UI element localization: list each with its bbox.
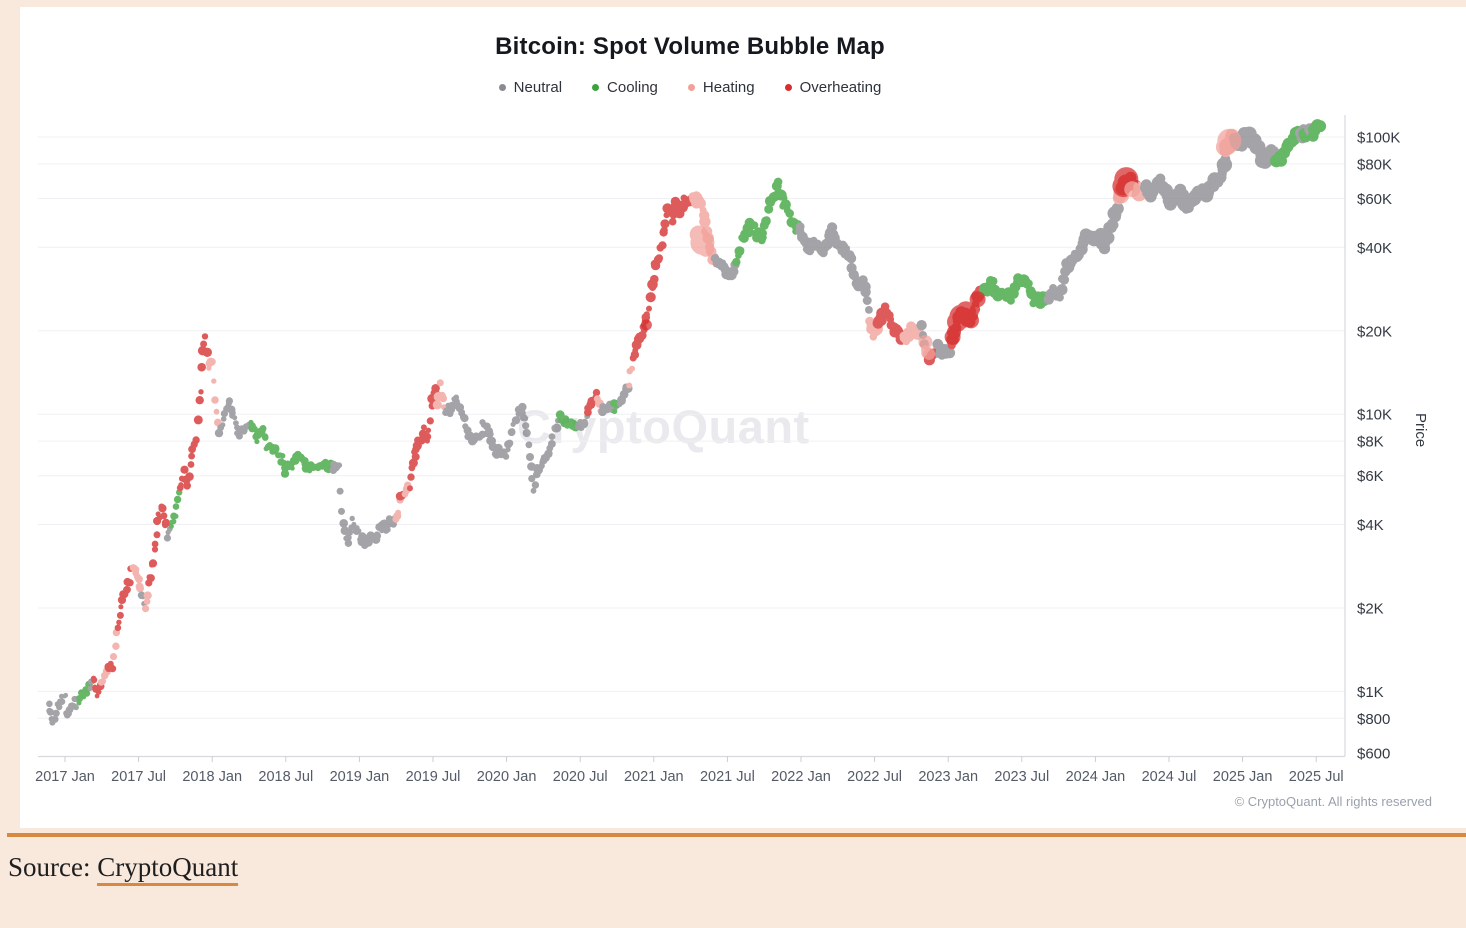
- overheating-dot-icon: [784, 84, 792, 91]
- source-prefix: Source:: [8, 852, 98, 882]
- chart-title: Bitcoin: Spot Volume Bubble Map: [495, 33, 885, 60]
- source-line: Source: CryptoQuant: [8, 852, 239, 886]
- legend-item-cooling[interactable]: Cooling: [592, 79, 658, 96]
- legend-label-cooling: Cooling: [607, 79, 658, 96]
- legend-label-neutral: Neutral: [513, 79, 563, 96]
- heating-dot-icon: [687, 84, 695, 91]
- legend-item-heating[interactable]: Heating: [687, 79, 755, 96]
- legend: Neutral Cooling Heating Overheating: [0, 79, 1380, 96]
- source-link[interactable]: CryptoQuant: [97, 852, 239, 886]
- neutral-dot-icon: [498, 84, 506, 91]
- legend-label-overheating: Overheating: [799, 79, 882, 96]
- legend-label-heating: Heating: [702, 79, 755, 96]
- cooling-dot-icon: [592, 84, 600, 91]
- legend-item-overheating[interactable]: Overheating: [784, 79, 882, 96]
- copyright-note: © CryptoQuant. All rights reserved: [1234, 794, 1432, 809]
- y-axis-title: Price: [1412, 413, 1429, 448]
- cryptoquant-watermark: CryptoQuant: [517, 400, 810, 453]
- legend-item-neutral[interactable]: Neutral: [498, 79, 563, 96]
- section-divider: [7, 833, 1466, 837]
